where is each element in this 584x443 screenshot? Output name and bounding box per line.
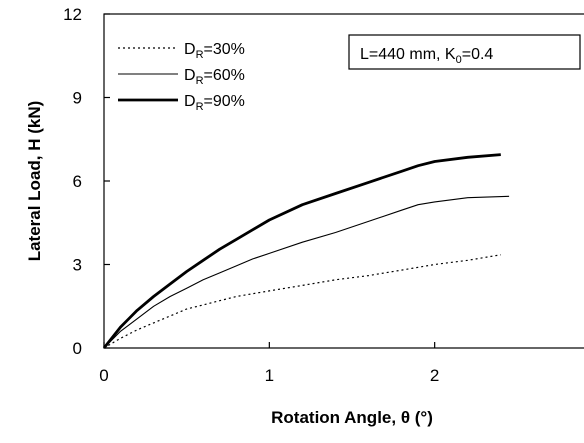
annotation-main: L=440 mm, K xyxy=(360,46,456,63)
legend-label-main: D xyxy=(184,67,196,84)
series-line-3 xyxy=(102,153,501,349)
x-tick-label: 0 xyxy=(99,366,108,385)
x-axis-title: Rotation Angle, θ (°) xyxy=(271,408,433,427)
y-tick-label: 6 xyxy=(73,172,82,191)
x-tick-label: 2 xyxy=(430,366,439,385)
x-axis-title-text: Rotation Angle, θ (°) xyxy=(271,408,433,427)
legend-label-sub: R xyxy=(196,75,204,87)
y-tick-label: 0 xyxy=(73,339,82,358)
y-tick-label: 3 xyxy=(73,256,82,275)
series-lines xyxy=(102,153,510,349)
y-tick-label: 12 xyxy=(63,5,82,24)
series-line-2 xyxy=(103,195,510,349)
annotation-box: L=440 mm, K0=0.4 xyxy=(348,34,581,70)
legend-label-tail: =60% xyxy=(204,67,245,84)
annotation-sub: 0 xyxy=(456,54,462,66)
legend-label-sub: R xyxy=(196,49,204,61)
legend-label-tail: =90% xyxy=(204,93,245,110)
y-tick-label: 9 xyxy=(73,89,82,108)
legend: DR=30%DR=60%DR=90% xyxy=(118,41,245,113)
annotation-border xyxy=(348,34,581,70)
legend-label-1: DR=30% xyxy=(184,41,245,61)
legend-label-2: DR=60% xyxy=(184,67,245,87)
legend-label-main: D xyxy=(184,93,196,110)
legend-label-3: DR=90% xyxy=(184,93,245,113)
x-tick-label: 1 xyxy=(265,366,274,385)
legend-label-sub: R xyxy=(196,101,204,113)
annotation-text: L=440 mm, K0=0.4 xyxy=(360,46,493,66)
y-axis-title: Lateral Load, H (kN) xyxy=(25,101,44,262)
annotation-tail: =0.4 xyxy=(462,46,494,63)
series-line-1 xyxy=(103,254,501,349)
legend-label-main: D xyxy=(184,41,196,58)
legend-label-tail: =30% xyxy=(204,41,245,58)
y-axis-title-text: Lateral Load, H (kN) xyxy=(25,101,44,262)
